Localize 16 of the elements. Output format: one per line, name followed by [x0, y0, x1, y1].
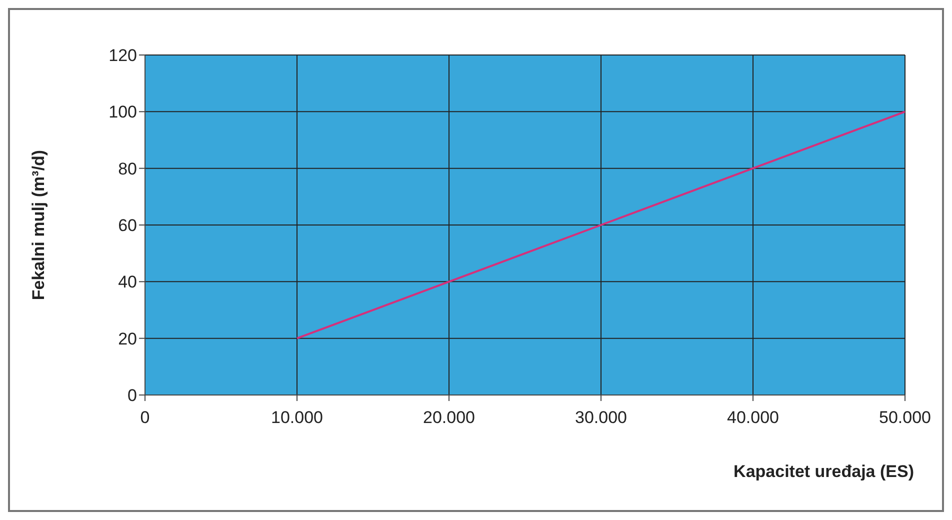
x-tick-label: 50.000 [879, 408, 931, 428]
y-tick-label: 20 [118, 329, 137, 348]
y-tick-label: 40 [118, 272, 137, 292]
x-tick-label: 20.000 [423, 408, 475, 428]
x-tick-label: 30.000 [575, 408, 627, 428]
x-axis-title: Kapacitet uređaja (ES) [734, 462, 914, 482]
x-tick-label: 40.000 [727, 408, 779, 428]
y-tick-label: 120 [108, 46, 137, 66]
y-tick-label: 100 [108, 102, 137, 122]
x-tick-label: 0 [140, 408, 150, 428]
y-tick-label: 0 [128, 386, 137, 406]
y-tick-label: 60 [118, 216, 137, 236]
line-series [296, 110, 905, 340]
y-tick-label: 80 [118, 159, 137, 178]
y-axis-title: Fekalni mulj (m³/d) [29, 150, 48, 300]
x-tick-label: 10.000 [271, 408, 323, 428]
